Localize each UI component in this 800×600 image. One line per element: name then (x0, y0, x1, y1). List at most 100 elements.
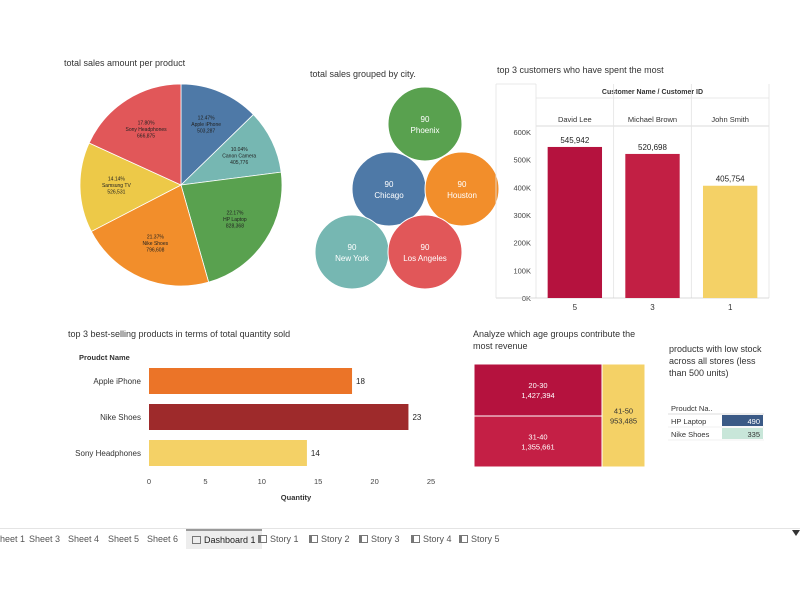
customers-ytick-label: 600K (513, 128, 531, 137)
bubble-city-label: Los Angeles (403, 254, 447, 263)
pie-slice-name: Samsung TV (102, 183, 131, 189)
tab-sheet-5[interactable]: Sheet 5 (108, 529, 139, 549)
products-xtick-label: 15 (314, 477, 322, 486)
customers-ytick-label: 300K (513, 211, 531, 220)
tab-label: Story 1 (270, 534, 299, 544)
tab-label: Sheet 5 (108, 534, 140, 544)
bubble-value-label: 90 (421, 115, 430, 124)
product-bar-value: 14 (311, 449, 320, 458)
products-chart-title: top 3 best-selling products in terms of … (68, 329, 291, 339)
pie-slice-samsung-tv[interactable] (79, 142, 182, 232)
dashboard-icon (192, 536, 201, 544)
pie-slice-sony-headphones[interactable] (88, 83, 182, 186)
age-group-value: 1,427,394 (521, 391, 554, 400)
bubble-city-label: New York (335, 254, 370, 263)
tab-label: Story 5 (471, 534, 500, 544)
pie-slice-name: HP Laptop (223, 217, 247, 223)
age-group-value: 1,355,661 (521, 443, 554, 452)
product-bar[interactable] (149, 368, 353, 394)
low-stock-cell[interactable] (722, 428, 763, 439)
bubble-los-angeles[interactable] (387, 214, 463, 290)
age-group-20-30[interactable] (473, 363, 603, 417)
customers-category-label: John Smith (711, 115, 749, 124)
age-chart-title: Analyze which age groups contribute the … (473, 329, 636, 351)
product-bar[interactable] (149, 440, 307, 466)
customers-ytick-label: 0K (522, 294, 531, 303)
pie-slice-nike-shoes[interactable] (90, 184, 210, 287)
product-category-label: Nike Shoes (100, 413, 141, 422)
customers-ytick-label: 500K (513, 156, 531, 165)
customers-ytick-label: 400K (513, 183, 531, 192)
bubble-houston[interactable] (424, 151, 500, 227)
tab-scroll-icon[interactable] (792, 530, 800, 536)
bubble-city-label: Chicago (374, 191, 404, 200)
bubble-value-label: 90 (385, 180, 394, 189)
tab-story-5[interactable]: Story 5 (459, 529, 500, 549)
customer-bar-value: 405,754 (716, 175, 745, 184)
customers-header: Customer Name / Customer ID (602, 89, 703, 96)
pie-slice-pct: 14.14% (108, 177, 126, 183)
tab-label: Sheet 4 (68, 534, 100, 544)
tab-dashboard-1[interactable]: Dashboard 1 (186, 529, 262, 549)
low-stock-title: products with low stock across all store… (669, 344, 762, 378)
low-stock-value: 490 (747, 417, 760, 426)
tab-heet-1[interactable]: heet 1 (0, 529, 25, 549)
bubble-city-label: Phoenix (411, 126, 440, 135)
bubble-value-label: 90 (421, 243, 430, 252)
pie-chart-title: total sales amount per product (64, 58, 186, 68)
pie-slice-hp-laptop[interactable] (180, 171, 283, 283)
customer-id-label: 3 (650, 303, 655, 312)
product-bar[interactable] (149, 404, 409, 430)
tab-story-1[interactable]: Story 1 (258, 529, 299, 549)
pie-slice-name: Apple iPhone (191, 122, 221, 128)
story-icon (359, 535, 368, 543)
customers-category-label: David Lee (558, 115, 592, 124)
tab-story-4[interactable]: Story 4 (411, 529, 452, 549)
customers-category-label: Michael Brown (628, 115, 677, 124)
age-group-41-50[interactable] (601, 363, 646, 468)
customer-id-label: 5 (573, 303, 578, 312)
pie-slice-value: 405,776 (230, 160, 248, 166)
customer-bar[interactable] (625, 153, 680, 298)
pie-slice-pct: 22.17% (226, 211, 244, 217)
pie-slice-pct: 10.04% (231, 147, 249, 153)
age-group-31-40[interactable] (473, 415, 603, 468)
customer-bar[interactable] (702, 185, 758, 298)
tab-sheet-4[interactable]: Sheet 4 (68, 529, 99, 549)
low-stock-cell[interactable] (722, 415, 763, 426)
products-xtick-label: 25 (427, 477, 435, 486)
pie-slice-value: 828,368 (226, 224, 244, 230)
tab-sheet-3[interactable]: Sheet 3 (29, 529, 60, 549)
products-xtick-label: 5 (203, 477, 207, 486)
story-icon (459, 535, 468, 543)
bubble-value-label: 90 (458, 180, 467, 189)
bubble-city-label: Houston (447, 191, 477, 200)
low-stock-product: Nike Shoes (671, 430, 710, 439)
tab-story-3[interactable]: Story 3 (359, 529, 400, 549)
products-xtick-label: 0 (147, 477, 151, 486)
tab-story-2[interactable]: Story 2 (309, 529, 350, 549)
product-bar-value: 23 (412, 413, 421, 422)
product-category-label: Sony Headphones (75, 449, 141, 458)
tab-sheet-6[interactable]: Sheet 6 (147, 529, 178, 549)
bubble-value-label: 90 (348, 243, 357, 252)
pie-slice-apple-iphone[interactable] (180, 83, 254, 186)
pie-slice-value: 503,287 (197, 128, 215, 134)
story-icon (309, 535, 318, 543)
sheet-tab-bar: heet 1 Sheet 3 Sheet 4 Sheet 5 Sheet 6 Dashbo… (0, 528, 800, 549)
customer-bar-value: 545,942 (560, 136, 589, 145)
customer-bar-value: 520,698 (638, 143, 667, 152)
products-xaxis-label: Quantity (281, 493, 312, 502)
status-area (0, 549, 800, 600)
bubble-chart-title: total sales grouped by city. (310, 69, 416, 79)
customer-bar[interactable] (547, 146, 603, 298)
bubble-phoenix[interactable] (387, 86, 463, 162)
